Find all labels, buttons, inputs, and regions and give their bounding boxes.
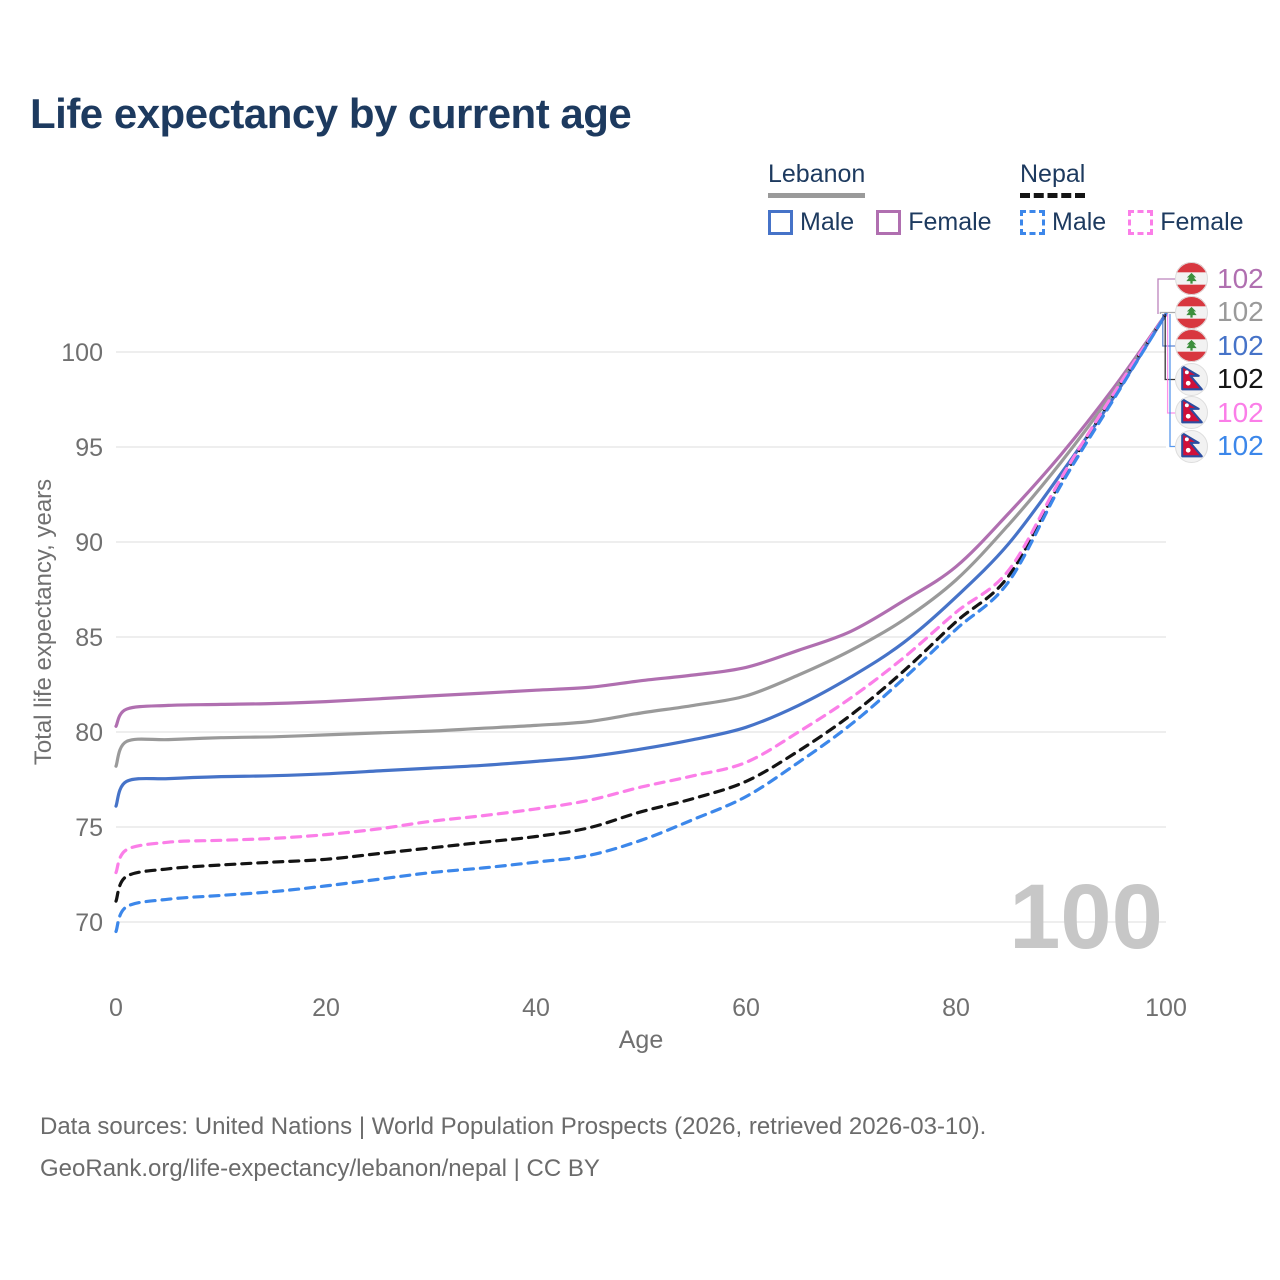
y-tick-label: 80: [75, 719, 103, 747]
nepal-male-swatch-icon: [1020, 210, 1045, 235]
lebanon-male-swatch-icon: [768, 210, 793, 235]
legend: Lebanon Male Female Nepal Male: [0, 0, 1280, 250]
legend-label: Male: [1052, 208, 1107, 236]
y-axis-label: Total life expectancy, years: [30, 478, 57, 766]
series-end-label: 102: [1175, 329, 1264, 362]
line-lebanon-both-sexes[interactable]: [114, 312, 1168, 768]
x-tick-label: 100: [1145, 994, 1187, 1022]
series-end-label: 102: [1175, 362, 1264, 396]
end-label-value: 102: [1217, 296, 1264, 327]
lebanon-flag-icon: [1175, 329, 1208, 362]
end-label-value: 102: [1217, 430, 1264, 461]
legend-item-lebanon-female[interactable]: Female: [876, 208, 992, 237]
y-tick-label: 90: [75, 529, 103, 557]
end-label-value: 102: [1217, 363, 1264, 394]
line-lebanon-female[interactable]: [114, 312, 1168, 728]
end-label-connector: [1159, 311, 1176, 314]
line-nepal-female[interactable]: [114, 312, 1168, 875]
y-tick-label: 95: [75, 434, 103, 462]
legend-label: Female: [1160, 208, 1244, 236]
legend-label: Male: [800, 208, 855, 236]
legend-label: Female: [908, 208, 992, 236]
y-tick-label: 100: [61, 339, 103, 367]
series-end-label: 102: [1175, 396, 1264, 429]
y-tick-label: 85: [75, 624, 103, 652]
lebanon-flag-icon: [1175, 295, 1208, 329]
attribution-text: GeoRank.org/life-expectancy/lebanon/nepa…: [40, 1155, 600, 1182]
legend-item-lebanon-male[interactable]: Male: [768, 208, 854, 237]
series-end-label: 102: [1175, 262, 1264, 295]
legend-group-nepal: Nepal Male Female: [1020, 160, 1266, 237]
legend-row-lebanon: Male Female: [768, 208, 1014, 237]
x-tick-label: 40: [522, 994, 550, 1022]
x-tick-label: 60: [732, 994, 760, 1022]
legend-item-nepal-male[interactable]: Male: [1020, 208, 1106, 237]
legend-heading-nepal[interactable]: Nepal: [1020, 160, 1086, 198]
lebanon-flag-icon: [1175, 262, 1208, 295]
line-lebanon-male[interactable]: [114, 312, 1168, 808]
footer: Data sources: United Nations | World Pop…: [40, 1106, 986, 1190]
end-label-value: 102: [1217, 262, 1264, 294]
lebanon-female-swatch-icon: [876, 210, 902, 235]
legend-group-lebanon: Lebanon Male Female: [768, 160, 1014, 237]
end-label-connector: [1157, 278, 1176, 314]
x-axis-label: Age: [618, 1026, 664, 1054]
x-tick-label: 80: [942, 994, 970, 1022]
nepal-female-swatch-icon: [1128, 210, 1154, 235]
line-nepal-both-sexes[interactable]: [114, 312, 1168, 903]
line-nepal-male[interactable]: [114, 312, 1168, 934]
y-tick-label: 70: [75, 909, 103, 937]
nepal-flag-icon: [1175, 362, 1208, 396]
series-end-label: 102: [1175, 429, 1264, 463]
legend-item-nepal-female[interactable]: Female: [1128, 208, 1244, 237]
end-label-value: 102: [1217, 396, 1264, 428]
current-age-watermark: 100: [1009, 866, 1163, 968]
x-tick-label: 0: [109, 994, 123, 1022]
end-label-value: 102: [1217, 329, 1264, 361]
legend-row-nepal: Male Female: [1020, 208, 1266, 237]
x-tick-label: 20: [312, 994, 340, 1022]
nepal-flag-icon: [1175, 396, 1208, 429]
nepal-flag-icon: [1175, 429, 1208, 463]
data-sources-text: Data sources: United Nations | World Pop…: [40, 1113, 987, 1140]
page-title: Life expectancy by current age: [30, 90, 632, 137]
y-tick-label: 75: [75, 814, 103, 842]
series-end-label: 102: [1175, 295, 1264, 329]
legend-heading-lebanon[interactable]: Lebanon: [768, 160, 866, 198]
